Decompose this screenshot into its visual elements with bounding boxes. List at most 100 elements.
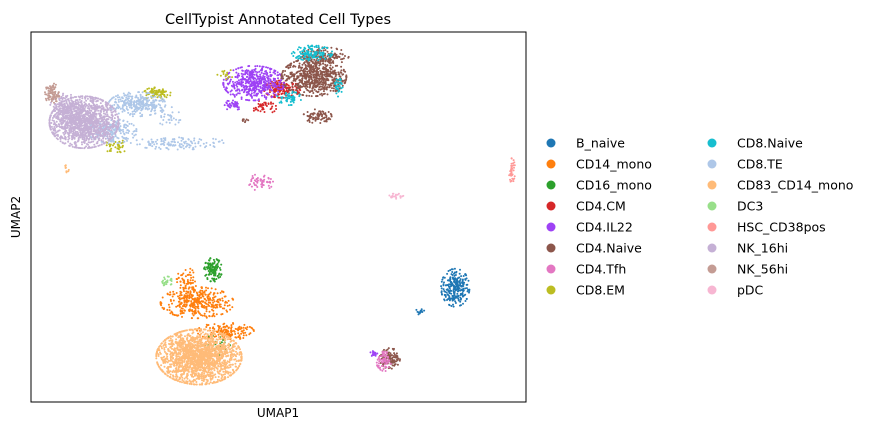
point-CD14_mono — [197, 297, 200, 300]
point-CD4.IL22 — [268, 82, 270, 85]
point-CD4.CM — [277, 96, 280, 99]
point-B_naive — [445, 291, 448, 294]
point-CD4.IL22 — [222, 78, 225, 81]
point-CD8.TE — [125, 138, 127, 141]
point-CD4.Naive — [325, 86, 328, 89]
point-CD8.TE — [168, 144, 170, 147]
point-CD4.Naive — [337, 55, 340, 58]
point-B_naive — [447, 290, 450, 293]
point-B_naive — [442, 276, 445, 279]
point-CD8.EM — [114, 141, 117, 143]
point-CD8.Naive — [293, 51, 296, 54]
point-CD4.Naive — [332, 72, 335, 75]
point-CD4.Naive — [319, 110, 321, 113]
point-CD8.EM — [118, 146, 121, 149]
point-CD8.TE — [115, 95, 117, 98]
point-CD4.IL22 — [255, 79, 258, 81]
point-CD4.IL22 — [255, 73, 258, 76]
point-CD4.IL22 — [227, 83, 230, 86]
point-CD8.EM — [148, 87, 150, 90]
point-CD16_mono — [214, 271, 217, 274]
point-CD83_CD14_mono — [235, 350, 237, 353]
point-CD83_CD14_mono — [183, 361, 186, 363]
point-CD8.EM — [226, 71, 229, 74]
point-CD14_mono — [185, 301, 188, 304]
point-CD4.Naive — [322, 90, 325, 93]
point-CD8.Naive — [288, 92, 291, 95]
point-B_naive — [468, 291, 470, 294]
point-CD14_mono — [203, 312, 206, 315]
point-CD14_mono — [189, 291, 192, 294]
point-CD16_mono — [210, 273, 213, 276]
point-B_naive — [462, 302, 464, 305]
point-CD14_mono — [179, 312, 182, 315]
point-CD14_mono — [184, 299, 187, 302]
point-CD14_mono — [209, 298, 212, 301]
point-CD14_mono — [212, 301, 215, 304]
point-CD4.Naive — [344, 70, 347, 73]
point-CD4.Naive — [305, 76, 307, 79]
point-B_naive — [452, 277, 455, 280]
point-CD4.CM — [270, 107, 273, 110]
point-CD14_mono — [184, 275, 187, 278]
point-CD16_mono — [207, 270, 210, 272]
point-CD8.TE — [140, 109, 143, 112]
point-CD14_mono — [233, 330, 236, 333]
point-CD4.IL22 — [237, 67, 240, 70]
point-CD4.IL22 — [232, 83, 235, 85]
point-CD4.Naive — [315, 80, 318, 83]
point-B_naive — [459, 300, 462, 303]
point-CD4.Tfh — [379, 358, 381, 361]
point-CD14_mono — [194, 309, 197, 312]
point-CD14_mono — [172, 290, 175, 293]
point-CD8.EM — [166, 94, 169, 96]
point-CD4.Naive — [345, 75, 348, 78]
point-CD8.TE — [121, 135, 124, 138]
point-CD8.Naive — [311, 49, 314, 52]
point-CD4.IL22 — [249, 87, 252, 90]
point-CD14_mono — [193, 304, 196, 307]
point-CD8.TE — [148, 107, 151, 110]
point-CD4.Naive — [321, 94, 324, 97]
point-CD16_mono — [212, 265, 214, 268]
point-CD83_CD14_mono — [155, 357, 158, 360]
point-CD14_mono — [244, 331, 247, 334]
point-CD4.IL22 — [258, 65, 261, 68]
point-CD8.TE — [173, 141, 176, 143]
point-CD8.TE — [133, 100, 136, 103]
point-CD4.Naive — [340, 65, 343, 68]
point-CD4.IL22 — [269, 88, 272, 90]
point-CD4.CM — [258, 104, 261, 107]
point-CD8.TE — [154, 109, 157, 112]
point-CD4.IL22 — [258, 79, 261, 82]
point-CD14_mono — [207, 287, 209, 290]
point-CD4.Naive — [325, 68, 328, 71]
point-CD14_mono — [243, 323, 246, 326]
point-CD4.CM — [263, 111, 266, 113]
point-CD4.IL22 — [242, 73, 245, 76]
point-CD8.TE — [121, 110, 124, 113]
point-CD14_mono — [195, 291, 198, 294]
point-CD8.TE — [109, 140, 112, 143]
point-CD83_CD14_mono — [166, 374, 169, 377]
point-B_naive — [415, 308, 418, 311]
point-CD14_mono — [169, 298, 172, 301]
point-CD8.TE — [119, 125, 122, 128]
point-CD14_mono — [198, 294, 201, 297]
point-CD14_mono — [237, 336, 240, 338]
point-CD4.IL22 — [274, 93, 277, 96]
point-CD14_mono — [200, 286, 203, 289]
point-CD83_CD14_mono — [191, 332, 194, 335]
point-CD4.IL22 — [264, 89, 267, 92]
point-CD14_mono — [208, 315, 211, 318]
point-B_naive — [465, 297, 468, 300]
point-CD8.Naive — [335, 92, 338, 95]
point-CD14_mono — [192, 276, 195, 279]
point-CD4.IL22 — [260, 79, 263, 82]
point-CD4.IL22 — [241, 78, 244, 81]
point-B_naive — [449, 276, 452, 279]
point-CD8.TE — [123, 109, 126, 112]
point-CD14_mono — [211, 299, 214, 302]
point-CD8.Naive — [331, 50, 333, 53]
point-CD8.Naive — [286, 100, 288, 103]
